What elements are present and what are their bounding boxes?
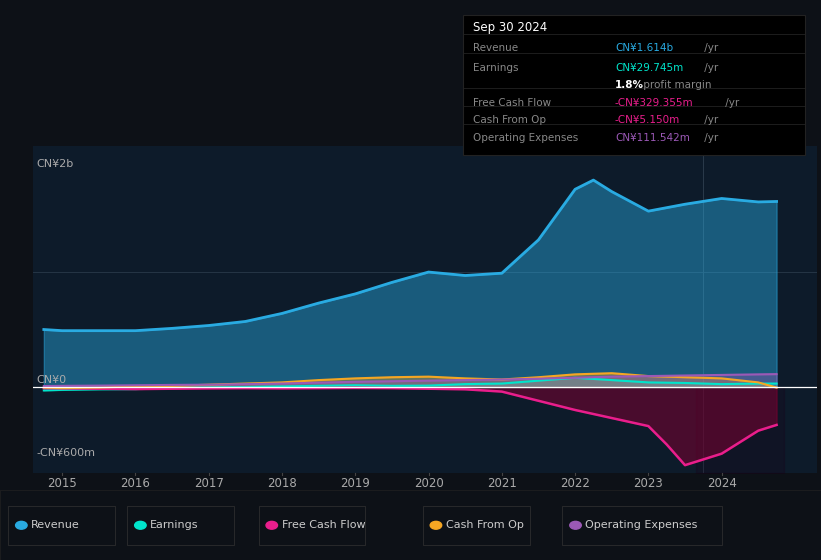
Text: Sep 30 2024: Sep 30 2024 [473, 21, 547, 34]
Text: /yr: /yr [722, 98, 739, 108]
Text: Cash From Op: Cash From Op [446, 520, 524, 530]
Text: CN¥1.614b: CN¥1.614b [615, 43, 673, 53]
Text: Earnings: Earnings [150, 520, 199, 530]
Text: 2023: 2023 [634, 477, 663, 490]
Text: /yr: /yr [701, 63, 718, 73]
Text: Revenue: Revenue [473, 43, 518, 53]
Text: Free Cash Flow: Free Cash Flow [282, 520, 365, 530]
Text: 2021: 2021 [487, 477, 516, 490]
Text: /yr: /yr [701, 115, 718, 125]
Text: Operating Expenses: Operating Expenses [585, 520, 698, 530]
Text: /yr: /yr [701, 43, 718, 53]
Text: -CN¥600m: -CN¥600m [36, 448, 95, 458]
Text: Earnings: Earnings [473, 63, 518, 73]
Text: CN¥29.745m: CN¥29.745m [615, 63, 683, 73]
Text: 2018: 2018 [267, 477, 297, 490]
Text: 2022: 2022 [560, 477, 590, 490]
Text: -CN¥329.355m: -CN¥329.355m [615, 98, 694, 108]
Text: 2024: 2024 [707, 477, 736, 490]
Text: CN¥2b: CN¥2b [36, 160, 74, 169]
Text: 2016: 2016 [121, 477, 150, 490]
Text: -CN¥5.150m: -CN¥5.150m [615, 115, 680, 125]
Text: Revenue: Revenue [31, 520, 80, 530]
Text: Free Cash Flow: Free Cash Flow [473, 98, 551, 108]
Text: 1.8%: 1.8% [615, 80, 644, 90]
Text: CN¥111.542m: CN¥111.542m [615, 133, 690, 143]
Text: CN¥0: CN¥0 [36, 375, 67, 385]
Text: 2020: 2020 [414, 477, 443, 490]
Text: 2019: 2019 [341, 477, 370, 490]
Text: Cash From Op: Cash From Op [473, 115, 546, 125]
Text: 2017: 2017 [194, 477, 223, 490]
Text: /yr: /yr [701, 133, 718, 143]
Text: 2015: 2015 [48, 477, 77, 490]
Text: Operating Expenses: Operating Expenses [473, 133, 578, 143]
Text: profit margin: profit margin [640, 80, 711, 90]
